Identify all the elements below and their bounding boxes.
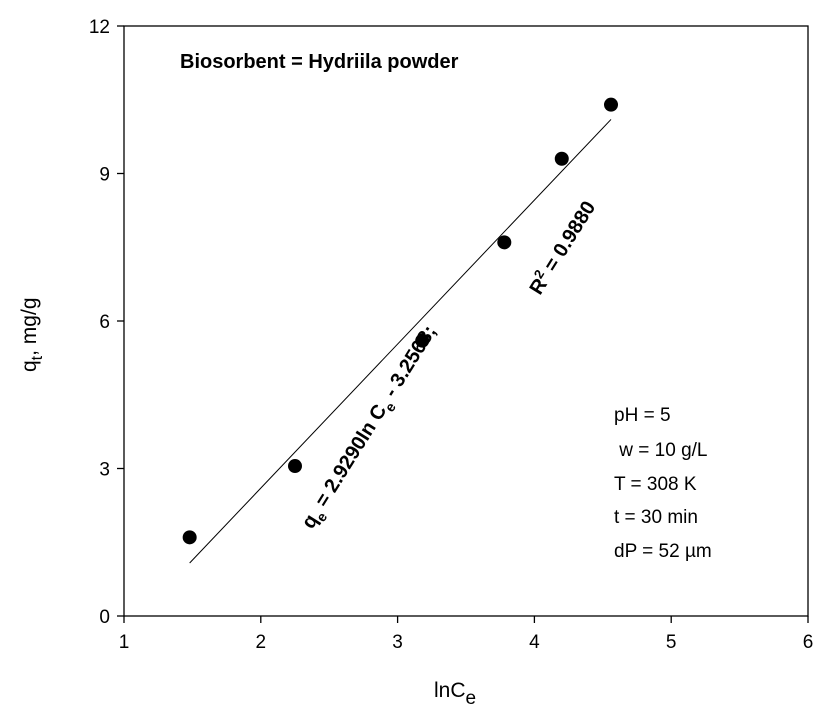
equation-middle: = 2.9290ln C bbox=[308, 401, 391, 516]
y-tick-label: 12 bbox=[89, 17, 110, 38]
condition-temperature: T = 308 K bbox=[614, 474, 697, 495]
experimental-conditions: pH = 5 w = 10 g/L T = 308 K t = 30 min d… bbox=[614, 405, 712, 562]
r-squared-value: = 0.9880 bbox=[537, 197, 600, 280]
y-tick-label: 0 bbox=[99, 607, 110, 628]
x-axis-title: lnCe bbox=[434, 679, 476, 709]
x-tick-label: 1 bbox=[119, 632, 130, 653]
chart-title: Biosorbent = Hydriila powder bbox=[180, 51, 459, 73]
data-point bbox=[554, 151, 569, 166]
x-axis-title-subscript: e bbox=[466, 688, 477, 709]
plot-frame bbox=[123, 25, 809, 617]
data-point bbox=[604, 97, 619, 112]
x-tick-label: 5 bbox=[666, 632, 677, 653]
condition-ph: pH = 5 bbox=[614, 405, 671, 426]
r-squared: R2 = 0.9880 bbox=[523, 196, 600, 299]
y-axis-title-unit: , mg/g bbox=[18, 298, 41, 356]
y-tick-label: 9 bbox=[99, 165, 110, 186]
y-axis-title-subscript: t bbox=[29, 355, 46, 360]
fit-equation: qe = 2.9290ln Ce - 3.2568; bbox=[298, 322, 445, 535]
x-tick-label: 4 bbox=[529, 632, 540, 653]
condition-dose: w = 10 g/L bbox=[614, 440, 707, 461]
data-point bbox=[288, 459, 302, 474]
x-tick-label: 3 bbox=[392, 632, 403, 653]
y-axis-title: qt, mg/g bbox=[18, 298, 46, 373]
data-point bbox=[415, 333, 430, 348]
x-tick-label: 6 bbox=[803, 632, 814, 653]
x-axis-title-main: lnC bbox=[434, 679, 466, 702]
data-points bbox=[182, 97, 619, 545]
equation-end: - 3.2568; bbox=[377, 322, 441, 406]
y-tick-label: 6 bbox=[99, 312, 110, 333]
data-point bbox=[182, 530, 197, 545]
y-tick-label: 3 bbox=[99, 460, 110, 481]
condition-time: t = 30 min bbox=[614, 507, 698, 528]
x-axis-ticks: 1 2 3 4 5 6 bbox=[119, 616, 814, 653]
x-tick-label: 2 bbox=[256, 632, 267, 653]
condition-particle-size: dP = 52 µm bbox=[614, 541, 712, 562]
y-axis-title-main: q bbox=[18, 360, 41, 372]
y-axis-ticks: 0 3 6 9 12 bbox=[89, 17, 124, 628]
regression-line bbox=[189, 119, 612, 564]
data-point bbox=[497, 235, 512, 250]
